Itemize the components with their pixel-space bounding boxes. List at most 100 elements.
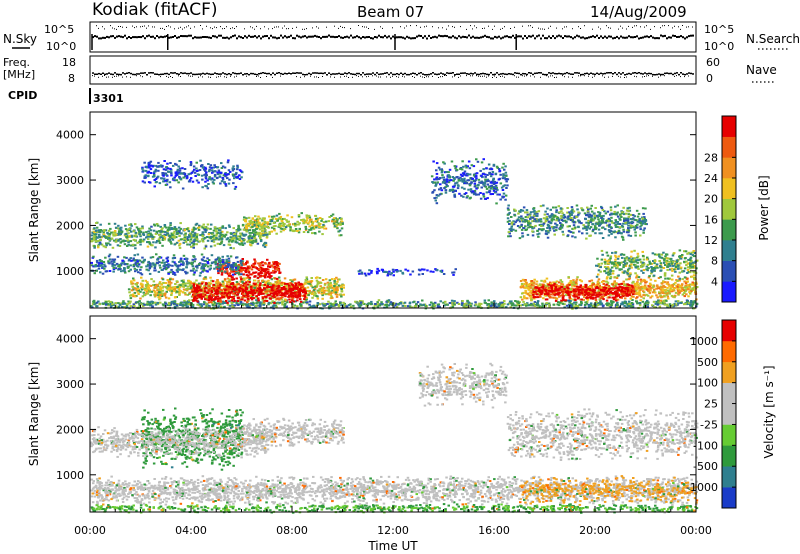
nsearch-point — [470, 25, 471, 27]
power-cell — [638, 302, 642, 305]
freq-point — [674, 72, 676, 75]
power-cell — [433, 304, 437, 307]
power-cell — [359, 301, 363, 304]
power-cell — [215, 266, 218, 269]
nsearch-point — [644, 26, 645, 28]
freq-point — [630, 73, 632, 75]
power-cell — [450, 302, 453, 304]
power-cell — [643, 303, 647, 306]
power-cell — [217, 256, 220, 259]
power-cell — [517, 304, 520, 307]
power-cell — [154, 294, 157, 297]
freq-point — [312, 72, 314, 74]
power-cell — [93, 246, 96, 249]
power-cell — [263, 276, 267, 279]
power-cell — [288, 294, 291, 297]
nsky-point — [586, 37, 588, 40]
nsky-point — [362, 36, 364, 38]
power-cell — [202, 264, 205, 267]
power-cell — [159, 292, 162, 295]
power-cell — [240, 259, 243, 262]
power-cell — [269, 220, 272, 223]
power-cell — [322, 304, 325, 307]
power-cell — [210, 254, 214, 257]
power-cell — [327, 287, 331, 290]
nsky-point — [274, 36, 276, 39]
nsky-point — [134, 36, 136, 39]
power-cell — [203, 226, 207, 229]
nsearch-point — [114, 28, 115, 30]
power-cell — [294, 224, 297, 227]
power-cell — [190, 241, 194, 244]
power-cell — [354, 300, 357, 303]
power-cell — [251, 294, 255, 297]
power-cell — [336, 227, 339, 230]
power-cell — [93, 227, 96, 230]
power-cell — [589, 305, 592, 308]
power-cell — [167, 297, 171, 300]
power-cell — [200, 305, 204, 307]
power-cell — [259, 262, 262, 265]
power-cell — [466, 299, 469, 302]
nsky-point — [564, 35, 566, 38]
power-cell — [164, 301, 167, 304]
power-cell — [641, 300, 644, 303]
power-cell — [292, 305, 295, 308]
nave-point — [234, 76, 235, 78]
power-cell — [231, 265, 234, 268]
nsky-point — [606, 36, 608, 39]
nave-point — [526, 75, 527, 77]
nsearch-point — [662, 25, 663, 27]
power-cell — [337, 304, 340, 306]
power-cell — [503, 300, 506, 303]
nave-point — [578, 75, 579, 77]
power-cell — [689, 301, 693, 304]
power-cell — [313, 287, 317, 290]
freq-point — [336, 73, 338, 75]
power-cell — [323, 227, 326, 230]
power-cell — [222, 174, 226, 177]
power-cell — [324, 227, 328, 230]
power-cell — [302, 231, 306, 233]
power-cell — [217, 305, 220, 308]
power-cell — [112, 268, 116, 271]
nsky-point — [650, 35, 652, 38]
power-cell — [292, 278, 295, 281]
power-cell — [219, 266, 222, 269]
nsearch-point — [164, 28, 165, 30]
power-cell — [266, 294, 270, 297]
freq-point — [620, 73, 622, 75]
power-cell — [196, 300, 199, 303]
power-cell — [99, 229, 103, 231]
freq-point — [212, 73, 214, 75]
cpid-label: CPID — [8, 89, 37, 102]
power-cell — [96, 261, 99, 264]
power-cell — [170, 228, 173, 230]
power-cell — [245, 296, 248, 299]
power-cell — [254, 239, 257, 242]
power-cell — [117, 239, 120, 242]
nsearch-point — [492, 28, 493, 30]
power-cell — [327, 288, 331, 291]
power-cell — [216, 290, 220, 293]
power-cell — [134, 301, 138, 304]
nsky-point — [326, 35, 328, 38]
power-cell — [121, 259, 124, 262]
nsearch-point — [358, 25, 359, 26]
power-cell — [193, 293, 196, 296]
power-cell — [126, 266, 130, 269]
power-cell — [151, 237, 155, 240]
power-cell — [133, 305, 136, 307]
power-cell — [225, 287, 229, 290]
power-cell — [228, 296, 232, 298]
power-cell — [605, 303, 608, 305]
power-cell — [283, 228, 287, 230]
power-cell — [431, 305, 435, 308]
power-cell — [329, 297, 333, 300]
power-cell — [201, 226, 204, 229]
nsearch-point — [636, 25, 637, 27]
station-title: Kodiak (fitACF) — [92, 0, 218, 20]
power-cell — [203, 247, 206, 250]
power-cell — [202, 256, 206, 259]
power-cell — [192, 286, 196, 289]
